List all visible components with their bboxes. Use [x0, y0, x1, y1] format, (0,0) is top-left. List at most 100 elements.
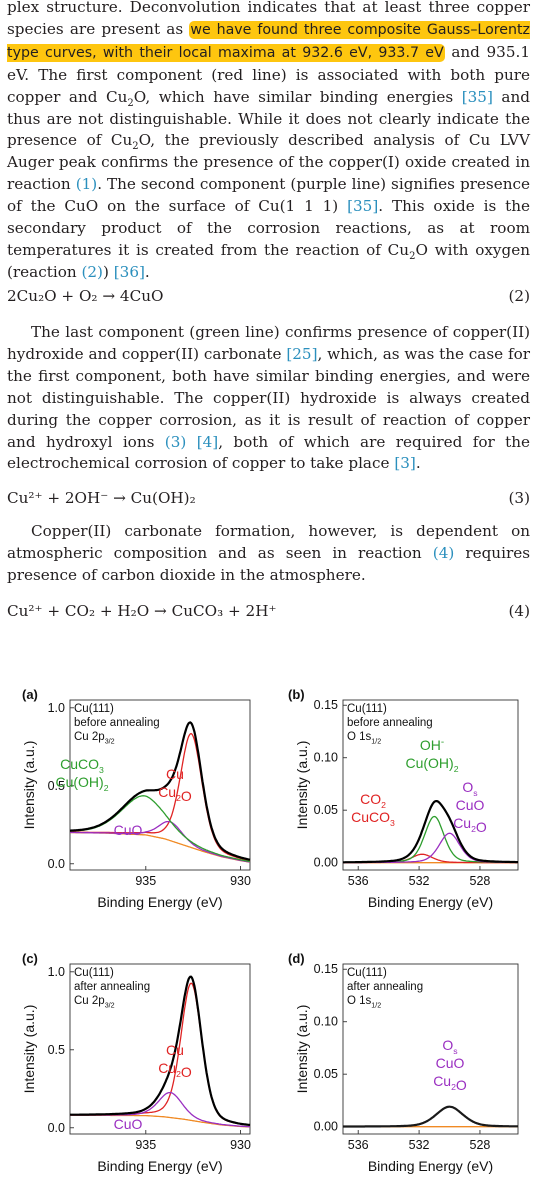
text-run: both pure copper and Cu [7, 65, 530, 106]
text-run: . [415, 454, 421, 473]
panel-annotation-line: Cu(111) [74, 967, 114, 979]
equation-3: Cu²⁺ + 2OH⁻ → Cu(OH)₂ (3) [7, 487, 530, 509]
y-tick-label: 0.15 [314, 698, 338, 712]
equation-3-formula: Cu²⁺ + 2OH⁻ → Cu(OH)₂ [7, 489, 196, 507]
x-axis-label: Binding Energy (eV) [97, 1158, 222, 1174]
peak-label: Cu(OH)2 [405, 755, 458, 774]
equation-4: Cu²⁺ + CO₂ + H₂O → CuCO₃ + 2H⁺ (4) [7, 600, 530, 622]
x-axis-label: Binding Energy (eV) [97, 894, 222, 910]
text-run: plex structure. Deconvolution indicates … [7, 0, 530, 38]
panel-annotation-line: O 1s1/2 [347, 731, 381, 745]
peak-label: Cu [166, 766, 184, 782]
citation-link[interactable]: [35] [347, 197, 379, 216]
text-run: requires presence of carbon dioxide in t… [7, 543, 530, 584]
peak-label: CO2 [360, 791, 386, 810]
panel-annotation-line: Cu(111) [347, 967, 387, 979]
subscript: 2 [409, 251, 416, 262]
component-curve [70, 820, 251, 863]
chart-panel-c: 935 930 0.0 0.5 1.0 Binding Energy (eV) Intens… [21, 951, 251, 1174]
citation-link[interactable]: [3] [394, 454, 416, 473]
y-tick-label: 0.00 [314, 856, 338, 870]
equation-2: 2Cu₂O + O₂ → 4CuO (2) [7, 285, 530, 307]
panel-annotation-line: after annealing [74, 981, 150, 993]
peak-label: CuO [114, 822, 143, 838]
x-tick-label: 532 [409, 1138, 430, 1152]
y-tick-label: 0.5 [48, 779, 65, 793]
component-curve [343, 1106, 518, 1128]
envelope-curve [343, 1105, 518, 1128]
y-axis-label: Intensity (a.u.) [294, 741, 310, 830]
citation-link[interactable]: [36] [113, 262, 145, 281]
x-tick-label: 528 [470, 874, 491, 888]
text-run: ) [102, 262, 114, 281]
panel-annotation-line: before annealing [74, 717, 160, 729]
envelope-curve [343, 800, 518, 864]
equation-4-number: (4) [508, 602, 530, 620]
text-run: and 935.1 eV. The first component (red l… [7, 42, 530, 84]
x-tick-label: 532 [409, 874, 430, 888]
peak-label: CuCO3 [351, 809, 395, 828]
text-run: and thus are not distinguishable. While … [7, 87, 530, 150]
panel-letter: (a) [22, 687, 38, 702]
peak-label: OH- [420, 737, 444, 753]
text-run [186, 433, 196, 451]
text-run: . [144, 262, 150, 281]
peak-label: CuO [456, 797, 485, 813]
equation-4-formula: Cu²⁺ + CO₂ + H₂O → CuCO₃ + 2H⁺ [7, 602, 277, 620]
text-run: . This oxide is the secondary product of… [7, 197, 530, 259]
plot-frame [342, 699, 519, 871]
y-axis-label: Intensity (a.u.) [21, 1005, 37, 1094]
y-axis-label: Intensity (a.u.) [21, 741, 37, 830]
peak-label: Cu2O [158, 1060, 192, 1080]
y-tick-label: 1.0 [48, 701, 65, 715]
subscript: 2 [132, 141, 139, 153]
equation-2-formula: 2Cu₂O + O₂ → 4CuO [7, 287, 164, 305]
plot-frame [342, 963, 519, 1135]
text-run: Copper(II) carbonate formation, however,… [7, 522, 530, 562]
x-tick-label: 930 [230, 1138, 251, 1152]
peak-label: Cu2O [433, 1073, 467, 1093]
citation-link[interactable]: [4] [196, 432, 219, 451]
plot-frame [69, 963, 251, 1135]
panel-annotation-line: before annealing [347, 717, 433, 729]
y-tick-label: 0.15 [314, 962, 338, 976]
y-tick-label: 0.10 [314, 1015, 338, 1029]
peak-label: Cu2O [158, 784, 192, 804]
paragraph-1: plex structure. Deconvolution indicates … [7, 0, 530, 284]
chart-panel-a: 935 930 0.0 0.5 1.0 Binding Energy (eV) Intens… [21, 687, 251, 910]
text-run: The last component (green line) confirms… [7, 323, 530, 363]
text-run: have similar binding energies [204, 87, 462, 106]
citation-link[interactable]: (4) [432, 543, 455, 562]
text-run: O with oxygen (reaction [7, 240, 530, 281]
x-tick-label: 536 [348, 874, 369, 888]
peak-label: Cu2O [453, 815, 487, 835]
paragraph-2: The last component (green line) confirms… [7, 322, 530, 475]
chart-panel-b: 536 532 528 0.00 0.05 0.10 0.15 Binding Energy … [288, 687, 519, 910]
x-tick-label: 935 [135, 1138, 156, 1152]
peak-label: CuCO3 [60, 756, 104, 775]
subscript: 2 [127, 97, 134, 109]
panel-letter: (d) [288, 951, 305, 966]
text-run: , which, as was the case for the first c… [7, 344, 531, 451]
equation-3-number: (3) [508, 489, 530, 507]
envelope-curve [70, 721, 251, 861]
y-tick-label: 0.0 [48, 857, 65, 871]
citation-link[interactable]: (3) [164, 432, 187, 451]
plot-frame [69, 699, 251, 871]
citation-link[interactable]: [25] [286, 344, 318, 363]
y-tick-label: 0.10 [314, 751, 338, 765]
x-axis-label: Binding Energy (eV) [368, 1158, 493, 1174]
citation-link[interactable]: [35] [461, 87, 493, 106]
citation-link[interactable]: (2) [81, 262, 103, 281]
y-tick-label: 0.05 [314, 803, 338, 817]
y-tick-label: 0.00 [314, 1120, 338, 1134]
text-run: , both of which are required for the ele… [7, 432, 530, 473]
text-run: . The second component (purple line) sig… [7, 175, 530, 216]
panel-annotation-line: Cu(111) [74, 703, 114, 715]
citation-link[interactable]: (1) [75, 175, 98, 194]
x-axis-label: Binding Energy (eV) [368, 894, 493, 910]
xps-figure: 935 930 0.0 0.5 1.0 Binding Energy (eV) Intens… [21, 687, 519, 1174]
chart-panel-d: 536 532 528 0.00 0.05 0.10 0.15 Binding Energy … [288, 951, 519, 1174]
panel-annotation-line: after annealing [347, 981, 423, 993]
panel-annotation-line: Cu 2p3/2 [74, 995, 115, 1009]
